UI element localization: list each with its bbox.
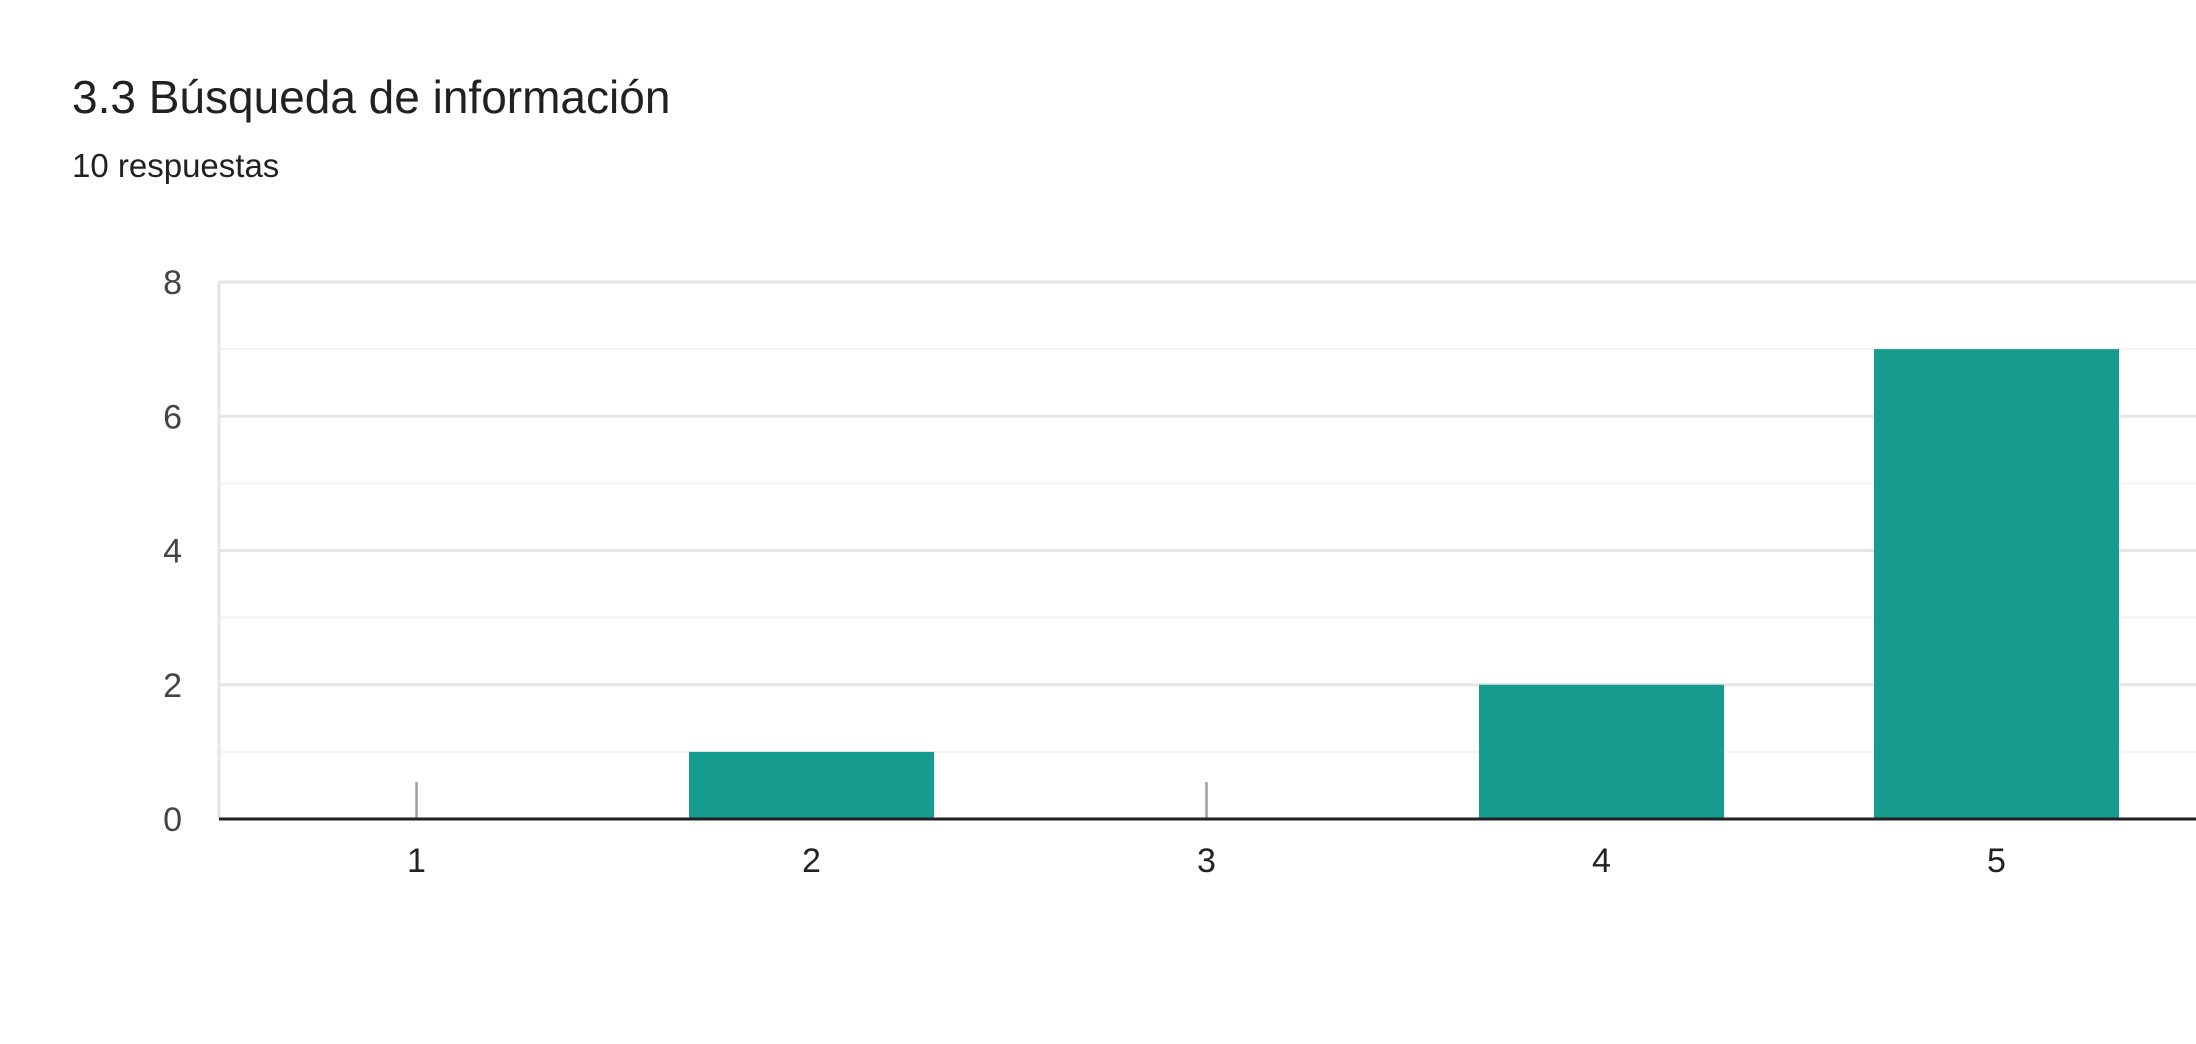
y-tick-label: 2: [163, 667, 182, 705]
y-tick-label: 6: [163, 398, 182, 436]
y-tick-label: 4: [163, 533, 182, 571]
x-category-label: 4: [1592, 842, 1611, 880]
response-count: 10 respuestas: [72, 147, 280, 184]
x-category-label: 5: [1987, 842, 2006, 880]
y-tick-label: 8: [163, 264, 182, 302]
bar: [689, 751, 934, 819]
chart-title: 3.3 Búsqueda de información: [72, 71, 671, 123]
x-category-label: 3: [1197, 842, 1216, 880]
bar: [1874, 349, 2119, 819]
x-category-label: 2: [802, 842, 821, 880]
x-category-label: 1: [407, 842, 426, 880]
y-tick-label: 0: [163, 801, 182, 839]
bar: [1479, 684, 1724, 819]
